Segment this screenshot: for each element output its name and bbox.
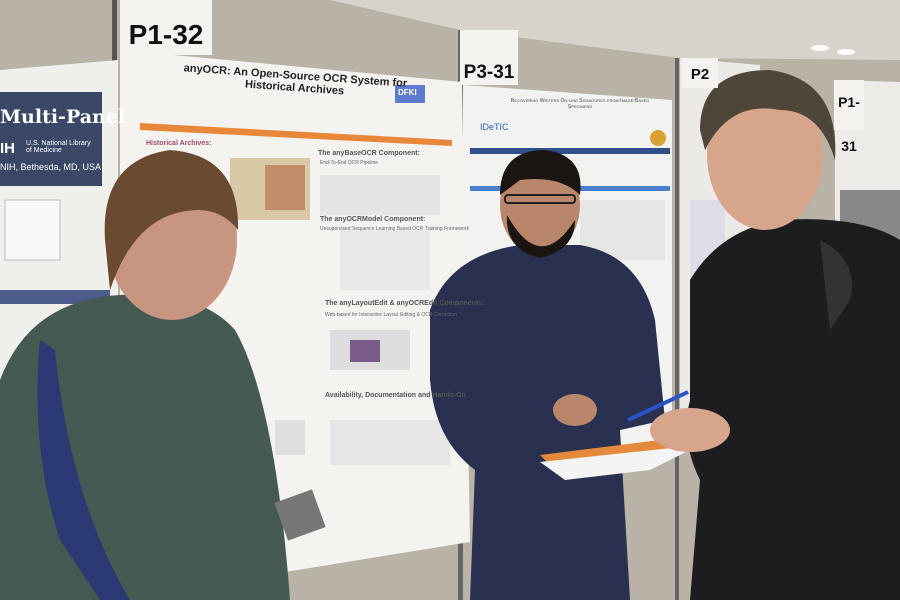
nih-logo: IH — [0, 140, 15, 157]
left-poster-title: Multi-Panel — [0, 106, 126, 128]
navy-shirt-person — [430, 245, 665, 600]
section-subheading: Unsupervised Sequence Learning Based OCR… — [320, 226, 469, 232]
backpack-strap — [37, 340, 130, 600]
left-poster-location: NIH, Bethesda, MD, USA — [0, 162, 102, 172]
dfki-logo: DFKI — [398, 88, 417, 97]
hands — [650, 408, 730, 452]
section-heading: The anyLayoutEdit & anyOCREdit Component… — [325, 300, 485, 307]
poster-orange-bar — [140, 123, 452, 146]
hair — [500, 150, 581, 195]
hair — [104, 150, 239, 290]
board-label-p1-32: P1-32 — [120, 0, 212, 55]
board-label-p2: P2 — [682, 58, 718, 88]
section-heading: Historical Archives: — [146, 140, 212, 147]
glasses — [504, 194, 576, 204]
ceiling-light — [837, 49, 855, 55]
idetic-logo: IDeTIC — [480, 122, 509, 132]
left-poster-banner — [0, 92, 102, 186]
section-heading: Availability, Documentation and Hands-On — [325, 392, 466, 399]
person-head — [707, 80, 823, 230]
hair — [700, 70, 836, 160]
section-subheading: End-To-End OCR Pipeline — [320, 160, 379, 166]
section-subheading: Web-based for Interactive Layout Editing… — [325, 312, 457, 318]
section-heading: The anyOCRModel Component: — [320, 216, 426, 223]
hands — [553, 394, 597, 426]
board-frame — [675, 58, 679, 600]
ceiling-light — [811, 45, 829, 51]
ceiling — [330, 0, 900, 60]
beard — [506, 215, 575, 258]
pen — [627, 390, 689, 422]
left-poster-org: U.S. National Library of Medicine — [26, 140, 91, 154]
board-label-p1-31: P1-31 — [834, 80, 864, 154]
right-poster-title: Recovering Writers On-line Signatures fr… — [510, 98, 650, 110]
section-heading: The anyBaseOCR Component: — [318, 150, 420, 157]
board-label-p3-31: P3-31 — [460, 30, 518, 85]
black-sweater-person — [686, 219, 900, 600]
